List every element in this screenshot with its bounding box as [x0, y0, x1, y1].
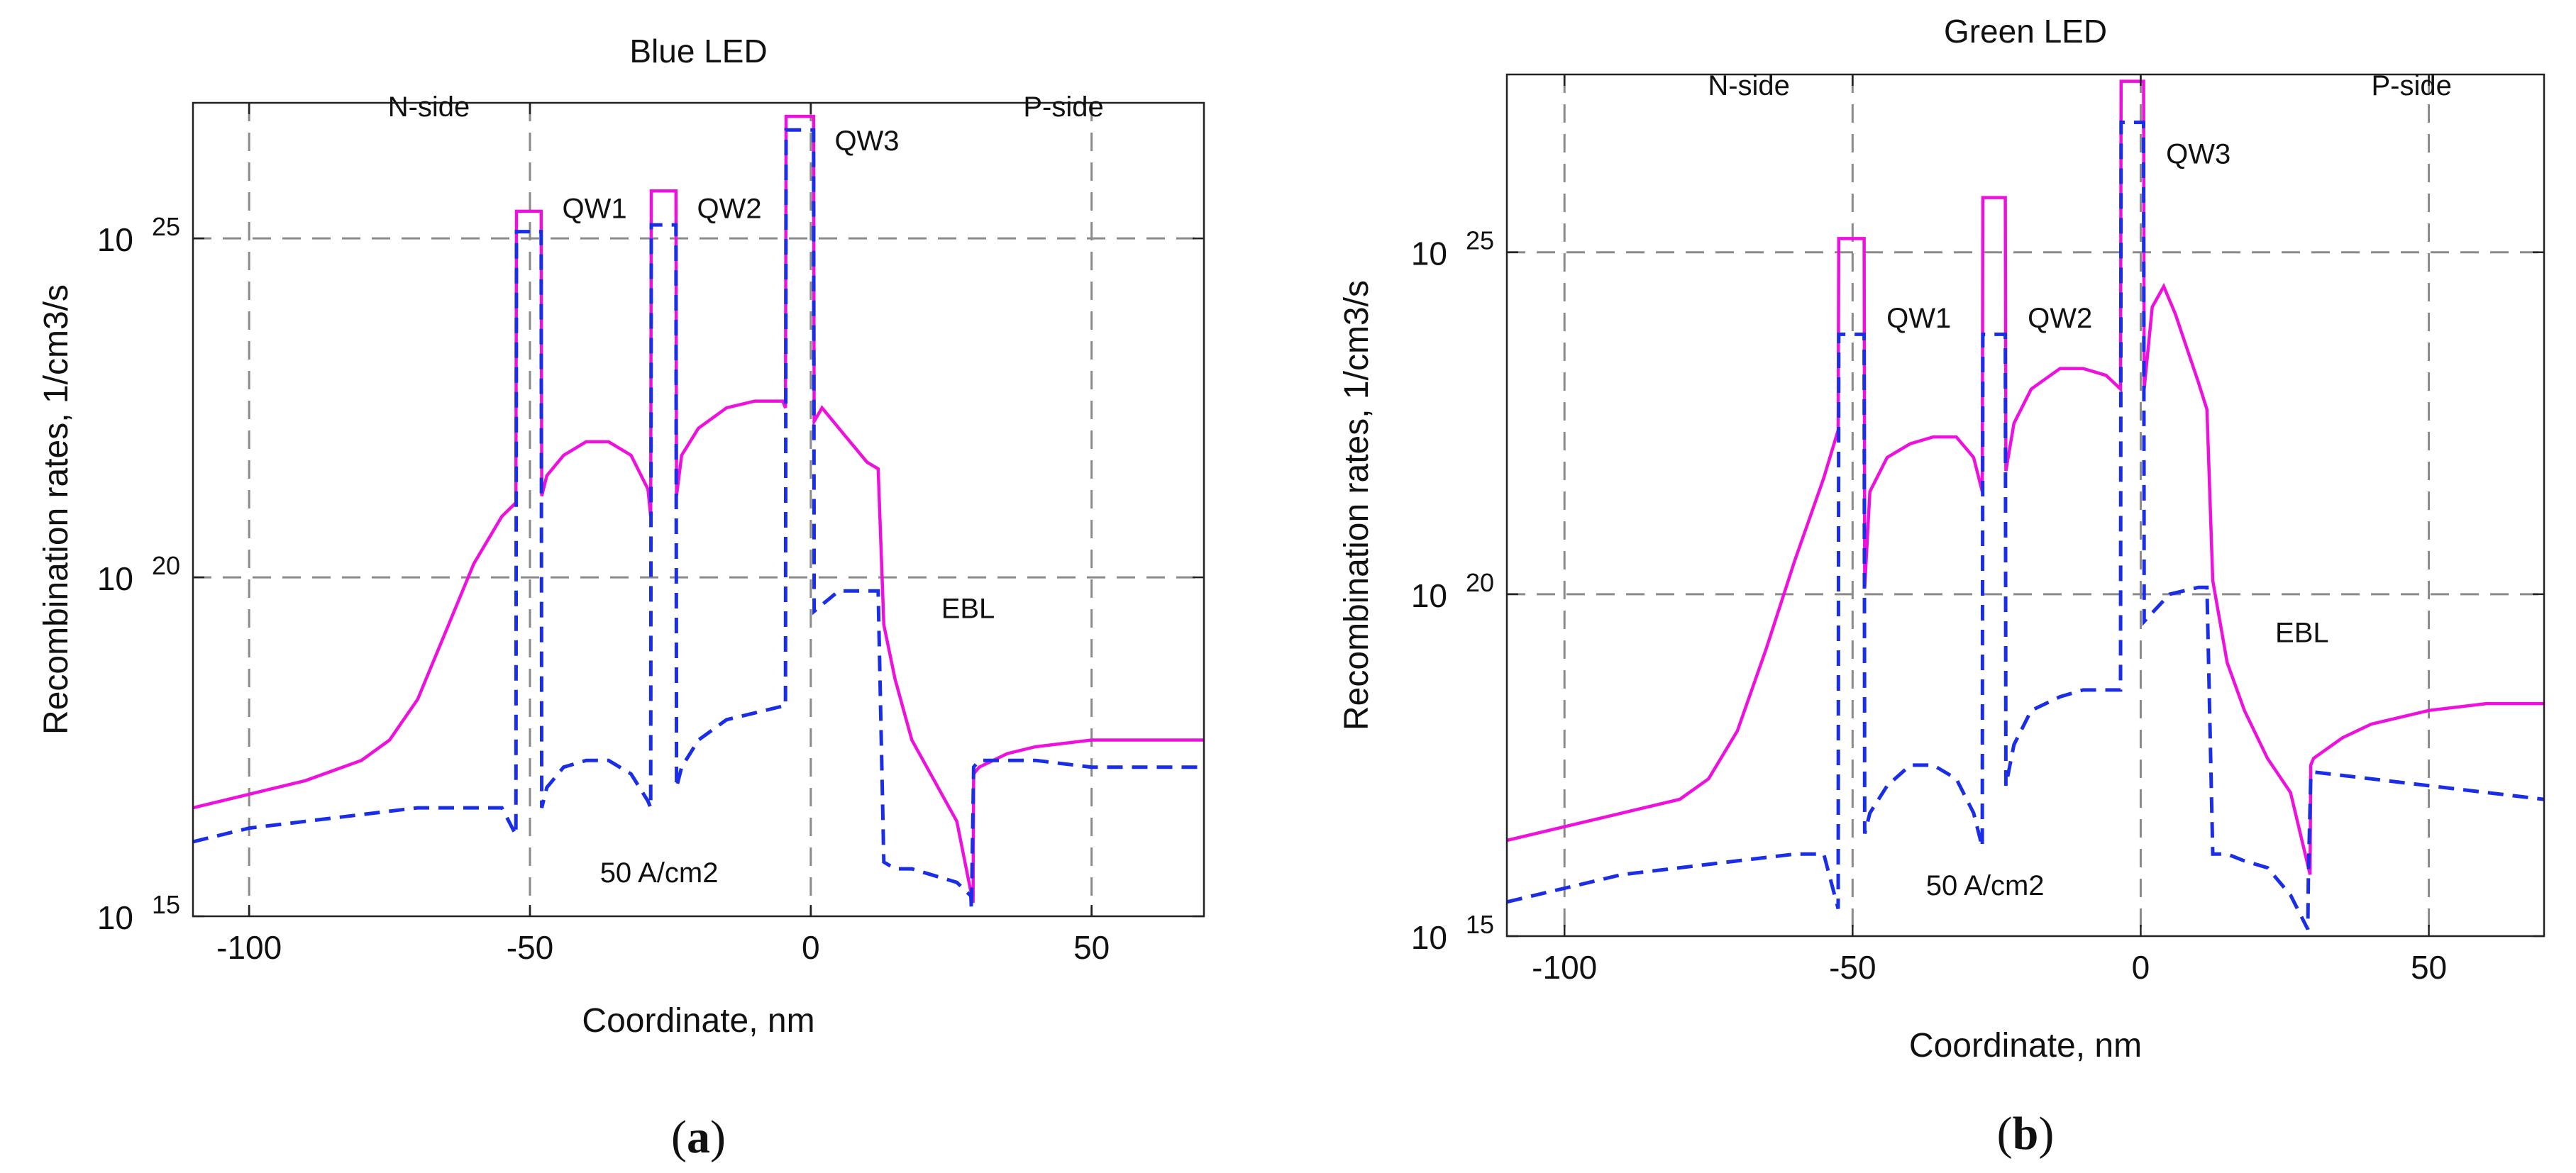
y-tick-label: 10 15: [97, 890, 180, 936]
y-tick-exponent: 20: [152, 551, 180, 580]
series-line-radiative: [1507, 79, 2544, 875]
x-tick-label: -50: [507, 929, 553, 966]
y-tick-base: 10: [1411, 919, 1447, 956]
axes-box: [192, 101, 1205, 918]
panel-a-blue-led: Blue LED Recombination rates, 1/cm3/s Co…: [38, 33, 1205, 1163]
caption-letter: a: [687, 1111, 710, 1163]
annotation-qw1: QW1: [562, 193, 626, 224]
caption-open-paren: (: [671, 1111, 687, 1163]
annotation-qw3: QW3: [2166, 138, 2230, 169]
annotation-qw2: QW2: [2028, 303, 2092, 334]
y-tick-label: 10 25: [97, 212, 180, 258]
caption-open-paren: (: [1997, 1108, 2013, 1160]
grid: [1507, 74, 2544, 936]
y-tick-base: 10: [97, 560, 133, 597]
annotation-50-a-cm2: 50 A/cm2: [600, 857, 719, 889]
plot-area: [1507, 79, 2544, 930]
y-tick-base: 10: [97, 221, 133, 258]
series-line-nonradiative: [1507, 121, 2544, 930]
series-line-radiative: [193, 114, 1204, 904]
x-tick-label: 50: [2411, 949, 2447, 986]
x-tick-label: -50: [1829, 949, 1876, 986]
annotation-50-a-cm2: 50 A/cm2: [1926, 870, 2045, 901]
x-tick-label: 0: [802, 929, 820, 966]
axes-box: [1505, 73, 2545, 938]
annotation-ebl: EBL: [2275, 617, 2329, 648]
y-tick-base: 10: [97, 899, 133, 936]
plot-area: [193, 114, 1204, 910]
annotation-p-side: P-side: [1023, 91, 1103, 123]
caption-letter: b: [2013, 1108, 2039, 1160]
chart-title: Blue LED: [629, 33, 767, 70]
x-axis-label: Coordinate, nm: [1909, 1027, 2142, 1064]
y-tick-label: 10 15: [1411, 910, 1494, 956]
x-axis-label: Coordinate, nm: [582, 1002, 814, 1040]
y-tick-label: 10 20: [97, 551, 180, 597]
panel-caption: (b): [1997, 1108, 2055, 1160]
panel-caption: (a): [671, 1111, 726, 1163]
grid: [193, 103, 1204, 916]
y-tick-label: 10 20: [1411, 568, 1494, 614]
annotation-n-side: N-side: [388, 91, 470, 123]
y-tick-label: 10 25: [1411, 226, 1494, 272]
x-tick-label: 50: [1073, 929, 1110, 966]
annotation-qw2: QW2: [697, 193, 761, 224]
y-tick-exponent: 15: [1466, 910, 1494, 939]
caption-close-paren: ): [710, 1111, 726, 1163]
y-tick-exponent: 25: [1466, 226, 1494, 255]
annotation-p-side: P-side: [2371, 70, 2451, 101]
x-tick-label: -100: [216, 929, 282, 966]
caption-close-paren: ): [2038, 1108, 2054, 1160]
y-tick-base: 10: [1411, 235, 1447, 272]
chart-title: Green LED: [1944, 13, 2107, 50]
annotation-qw1: QW1: [1886, 303, 1951, 334]
x-tick-label: -100: [1532, 949, 1597, 986]
annotation-n-side: N-side: [1708, 70, 1790, 101]
y-tick-base: 10: [1411, 577, 1447, 614]
annotation-qw3: QW3: [834, 126, 899, 157]
y-axis-label: Recombination rates, 1/cm3/s: [38, 284, 75, 735]
x-tick-label: 0: [2132, 949, 2150, 986]
y-tick-exponent: 25: [152, 212, 180, 241]
panel-b-green-led: Green LED Recombination rates, 1/cm3/s C…: [1338, 13, 2545, 1160]
annotation-ebl: EBL: [941, 593, 995, 624]
y-axis-label: Recombination rates, 1/cm3/s: [1338, 280, 1376, 730]
y-tick-exponent: 15: [152, 890, 180, 919]
y-tick-exponent: 20: [1466, 568, 1494, 597]
